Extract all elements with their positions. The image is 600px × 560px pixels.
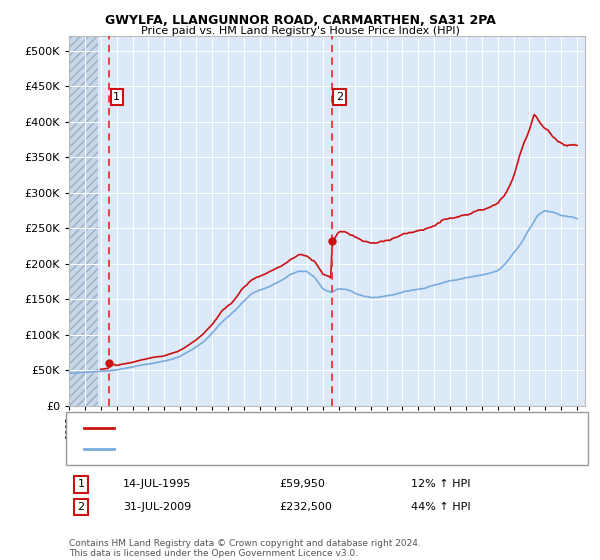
Text: GWYLFA, LLANGUNNOR ROAD, CARMARTHEN, SA31 2PA (detached house): GWYLFA, LLANGUNNOR ROAD, CARMARTHEN, SA3… bbox=[123, 423, 487, 433]
Text: GWYLFA, LLANGUNNOR ROAD, CARMARTHEN, SA31 2PA: GWYLFA, LLANGUNNOR ROAD, CARMARTHEN, SA3… bbox=[104, 14, 496, 27]
Text: 12% ↑ HPI: 12% ↑ HPI bbox=[411, 479, 470, 489]
Bar bbox=[69, 36, 98, 406]
Text: HPI: Average price, detached house, Carmarthenshire: HPI: Average price, detached house, Carm… bbox=[123, 444, 386, 454]
Text: Price paid vs. HM Land Registry's House Price Index (HPI): Price paid vs. HM Land Registry's House … bbox=[140, 26, 460, 36]
Text: 44% ↑ HPI: 44% ↑ HPI bbox=[411, 502, 470, 512]
Text: 1: 1 bbox=[77, 479, 85, 489]
Text: 2: 2 bbox=[336, 92, 343, 102]
Text: 14-JUL-1995: 14-JUL-1995 bbox=[123, 479, 191, 489]
Text: Contains HM Land Registry data © Crown copyright and database right 2024.
This d: Contains HM Land Registry data © Crown c… bbox=[69, 539, 421, 558]
Text: £59,950: £59,950 bbox=[279, 479, 325, 489]
Text: 1: 1 bbox=[113, 92, 120, 102]
Text: 31-JUL-2009: 31-JUL-2009 bbox=[123, 502, 191, 512]
Text: £232,500: £232,500 bbox=[279, 502, 332, 512]
Text: 2: 2 bbox=[77, 502, 85, 512]
